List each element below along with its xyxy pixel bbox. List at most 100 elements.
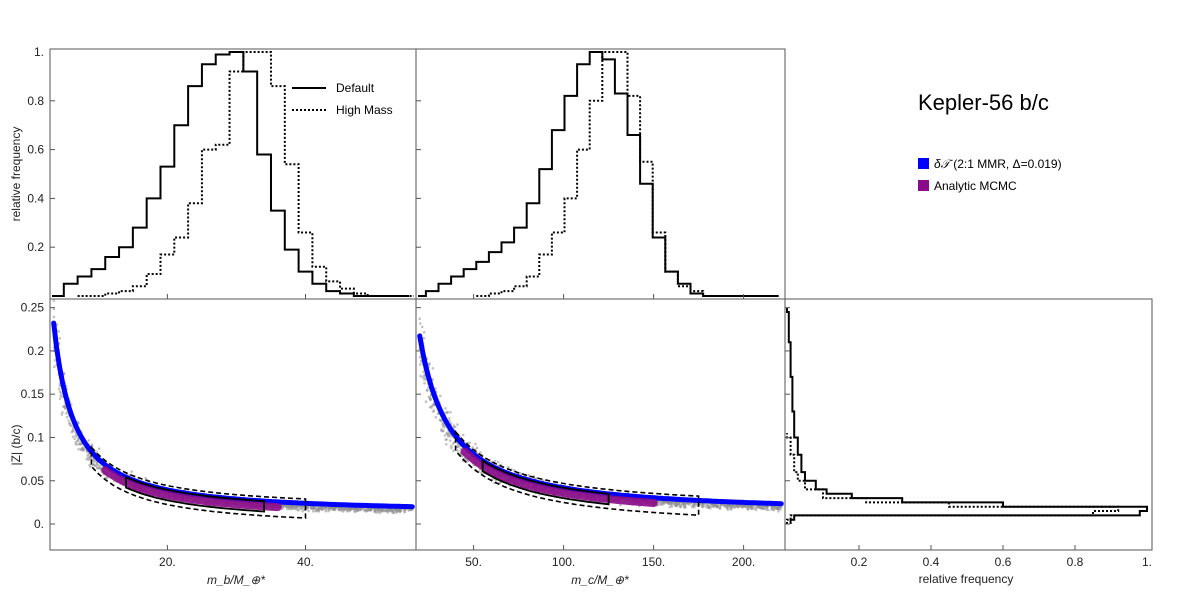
- mc-scatter-point: [669, 501, 673, 504]
- ytick-z-0.05: 0.05: [21, 474, 45, 488]
- xlabel-relative-frequency: relative frequency: [919, 572, 1014, 586]
- xtick-mb-40: 40.: [297, 555, 314, 569]
- mc-scatter-point: [432, 403, 436, 406]
- mc-scatter-point: [440, 428, 443, 431]
- mc-scatter-point: [427, 395, 431, 399]
- mc-scatter-point: [744, 504, 748, 508]
- ytick-z-0.1: 0.1: [27, 430, 44, 444]
- mb-scatter-point: [293, 507, 296, 510]
- mb-scatter-point: [67, 419, 70, 422]
- mb-scatter-point: [61, 411, 64, 414]
- mb-scatter-point: [74, 434, 78, 437]
- mc-scatter-point: [684, 505, 687, 508]
- mb-scatter-point: [63, 404, 66, 408]
- mb-scatter-point: [52, 299, 55, 302]
- mb-scatter-point: [52, 307, 56, 311]
- xtick-mc-50: 50.: [465, 555, 482, 569]
- mc-scatter-point: [670, 503, 673, 507]
- mc-scatter-point: [426, 389, 429, 392]
- mc-scatter-point: [445, 431, 449, 435]
- mb-scatter-point: [395, 511, 398, 514]
- mb-hist-high-mass: [77, 51, 414, 297]
- mc-scatter-point: [448, 417, 451, 420]
- mb-scatter-point: [327, 509, 330, 513]
- mc-scatter-point: [733, 506, 737, 510]
- mc-scatter-point: [456, 449, 460, 453]
- panel-top-middle-frame: [415, 48, 786, 300]
- mc-scatter-point: [471, 446, 475, 449]
- mb-scatter-point: [99, 464, 102, 468]
- mb-analytic-mcmc-band: [101, 466, 282, 512]
- mb-scatter-point: [71, 427, 75, 431]
- mc-scatter-point: [761, 506, 764, 509]
- mc-contour-solid: [481, 459, 610, 506]
- mb-scatter-point: [407, 509, 411, 512]
- mc-scatter-point: [691, 504, 694, 507]
- mb-scatter-point: [52, 315, 56, 319]
- legend-analytic-mcmc-label: Analytic MCMC: [934, 179, 1017, 193]
- mb-scatter-point: [58, 337, 62, 340]
- mc-hist-default: [418, 51, 779, 297]
- mc-scatter-point: [423, 374, 426, 377]
- mb-scatter-point: [58, 390, 62, 394]
- mb-scatter-point: [79, 448, 83, 452]
- mb-scatter-point: [320, 506, 324, 510]
- xtick-mb-20: 20.: [159, 555, 176, 569]
- xtick-mc-200: 200.: [732, 555, 755, 569]
- mc-scatter-point: [444, 407, 447, 410]
- mc-scatter-point: [423, 381, 426, 385]
- legend-default-label: Default: [336, 81, 375, 95]
- mb-scatter-point: [97, 463, 100, 467]
- mb-scatter-point: [74, 441, 77, 444]
- mc-scatter-point: [445, 443, 448, 446]
- mc-scatter-point: [658, 503, 662, 506]
- mb-scatter-point: [299, 505, 303, 508]
- mc-scatter-point: [756, 505, 760, 509]
- mb-scatter-point: [93, 459, 96, 462]
- mb-hist-default: [52, 51, 410, 297]
- mc-scatter-point: [418, 363, 422, 366]
- mc-scatter-point: [777, 510, 780, 513]
- xlabel-mc: m_c/M_⊕*: [571, 573, 629, 587]
- mc-scatter-point: [704, 505, 707, 508]
- mb-scatter-point: [73, 437, 76, 441]
- mc-scatter-point: [422, 336, 426, 340]
- ytick-0.4: 0.4: [27, 191, 44, 205]
- mb-scatter-point: [78, 442, 82, 446]
- mb-scatter-point: [53, 365, 56, 369]
- mc-scatter-point: [706, 506, 709, 509]
- mc-scatter-point: [712, 503, 716, 507]
- xtick-rf-0.2: 0.2: [851, 555, 868, 569]
- ytick-z-0.15: 0.15: [21, 387, 45, 401]
- mb-scatter-point: [92, 463, 95, 467]
- mc-scatter-point: [676, 503, 679, 507]
- mc-scatter-point: [423, 378, 426, 381]
- mb-scatter-point: [328, 506, 332, 510]
- mc-scatter-point: [474, 442, 477, 446]
- mc-scatter-point: [434, 415, 438, 419]
- mc-scatter-point: [422, 331, 426, 334]
- mc-scatter-point: [423, 376, 427, 379]
- panel-bottom-left-frame: [49, 298, 417, 551]
- ytick-0.2: 0.2: [27, 240, 44, 254]
- mc-scatter-point: [464, 458, 468, 462]
- mc-scatter-point: [507, 465, 510, 469]
- mc-scatter-point: [441, 429, 444, 433]
- legend-analytic-mcmc-swatch: [918, 180, 929, 191]
- mb-scatter-point: [71, 435, 75, 439]
- mc-scatter-point: [439, 394, 442, 398]
- xtick-mc-100: 100.: [552, 555, 575, 569]
- mc-scatter-point: [432, 409, 436, 412]
- mb-scatter-point: [362, 509, 366, 512]
- mc-scatter-point: [418, 317, 422, 321]
- mc-scatter-point: [422, 370, 425, 374]
- mb-scatter-point: [348, 508, 351, 512]
- mc-contour-dashed: [454, 429, 700, 517]
- mb-scatter-point: [317, 506, 321, 510]
- mb-scatter-point: [299, 507, 302, 510]
- mb-scatter-point: [376, 510, 380, 514]
- mb-scatter-point: [98, 467, 102, 470]
- mc-scatter-point: [449, 410, 452, 414]
- mb-contour-solid: [125, 475, 265, 513]
